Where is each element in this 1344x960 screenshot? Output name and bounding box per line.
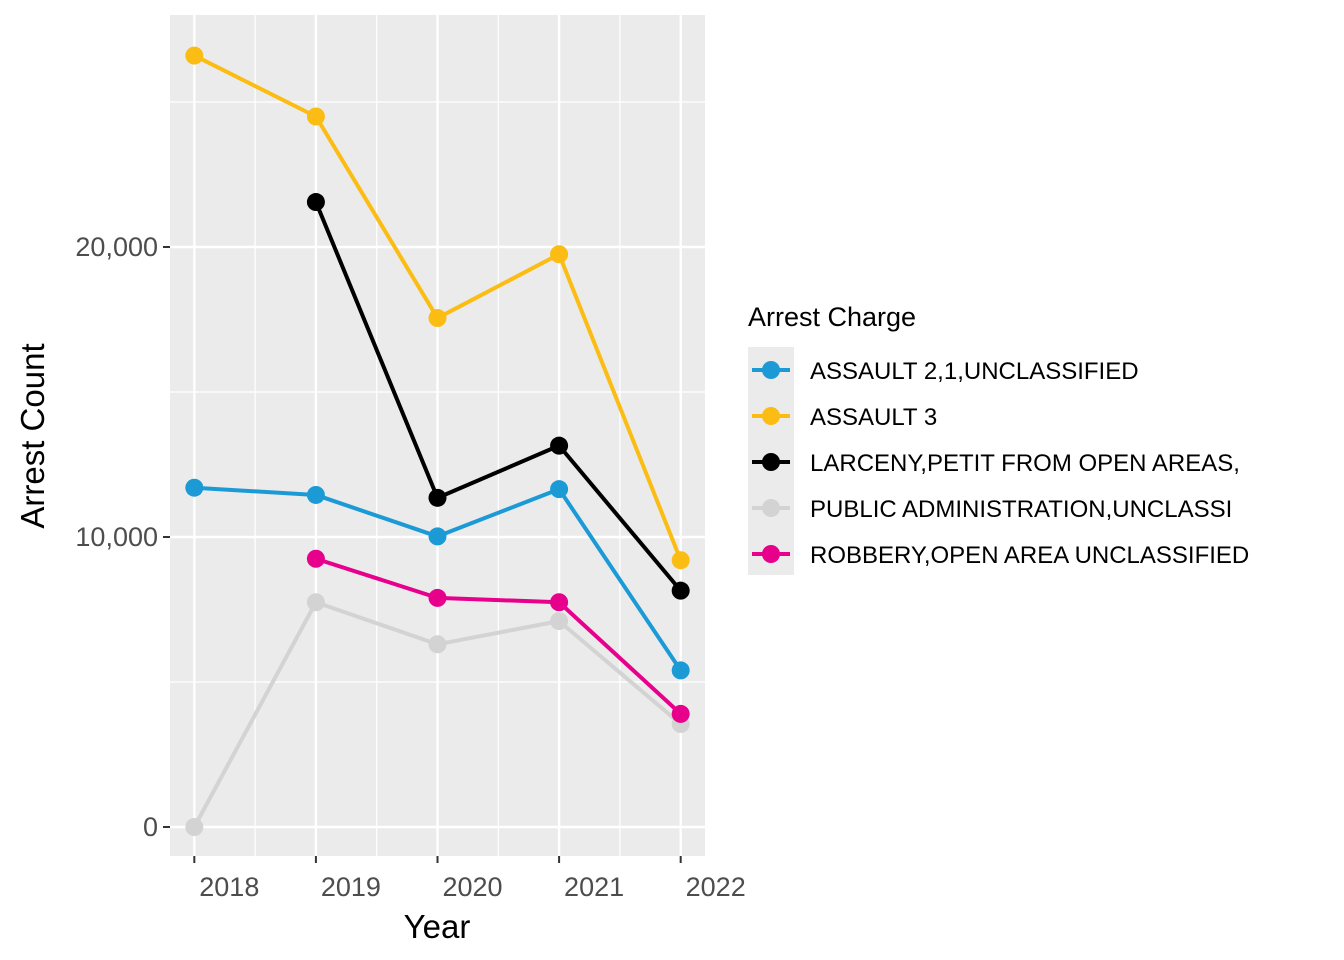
y-axis-title: Arrest Count bbox=[14, 343, 51, 528]
legend-label: ASSAULT 3 bbox=[810, 404, 937, 431]
data-point bbox=[550, 480, 569, 499]
legend-key-point bbox=[762, 361, 780, 379]
data-point bbox=[306, 593, 325, 612]
series-line bbox=[315, 556, 683, 716]
legend-key-point bbox=[762, 453, 780, 471]
x-tick-label: 2020 bbox=[442, 872, 502, 902]
grid-lines bbox=[170, 15, 705, 856]
data-point bbox=[550, 245, 569, 264]
data-point bbox=[306, 107, 325, 126]
data-point bbox=[306, 485, 325, 504]
data-point bbox=[671, 581, 690, 600]
legend-label: ROBBERY,OPEN AREA UNCLASSIFIED bbox=[810, 542, 1249, 569]
series-points bbox=[185, 46, 690, 836]
data-point bbox=[185, 478, 204, 497]
data-point bbox=[550, 612, 569, 631]
x-tick-label: 2022 bbox=[686, 872, 746, 902]
y-tick-label: 10,000 bbox=[75, 522, 158, 552]
y-tick-label: 0 bbox=[143, 812, 158, 842]
legend-label: PUBLIC ADMINISTRATION,UNCLASSI bbox=[810, 496, 1232, 523]
data-point bbox=[428, 488, 447, 507]
data-point bbox=[550, 593, 569, 612]
data-point bbox=[428, 635, 447, 654]
series-line bbox=[314, 201, 683, 592]
legend-title: Arrest Charge bbox=[748, 302, 916, 332]
legend-key-point bbox=[762, 545, 780, 563]
y-tick-label: 20,000 bbox=[75, 232, 158, 262]
x-axis-title: Year bbox=[404, 908, 471, 945]
data-point bbox=[185, 818, 204, 836]
legend-key-point bbox=[762, 407, 780, 425]
data-point bbox=[671, 661, 690, 680]
axes: 0 10,000 20,000 2018 2019 2020 2021 2022 bbox=[75, 232, 745, 902]
data-point bbox=[671, 704, 690, 723]
data-point bbox=[428, 309, 447, 328]
data-point bbox=[185, 46, 204, 65]
data-point bbox=[671, 551, 690, 570]
data-point bbox=[550, 436, 569, 455]
legend-items: ASSAULT 2,1,UNCLASSIFIED ASSAULT 3 LARCENY… bbox=[752, 358, 1249, 569]
data-point bbox=[428, 527, 447, 546]
legend-key-point bbox=[762, 499, 780, 517]
data-point bbox=[428, 588, 447, 607]
legend: Arrest Charge ASSAULT 2,1,UNCLASSIFIEDAS… bbox=[748, 302, 1249, 575]
x-tick-label: 2019 bbox=[321, 872, 381, 902]
legend-label: LARCENY,PETIT FROM OPEN AREAS, bbox=[810, 450, 1240, 477]
x-tick-label: 2021 bbox=[564, 872, 624, 902]
data-point bbox=[306, 193, 325, 212]
data-point bbox=[306, 549, 325, 568]
legend-label: ASSAULT 2,1,UNCLASSIFIED bbox=[810, 358, 1139, 385]
x-tick-label: 2018 bbox=[199, 872, 259, 902]
